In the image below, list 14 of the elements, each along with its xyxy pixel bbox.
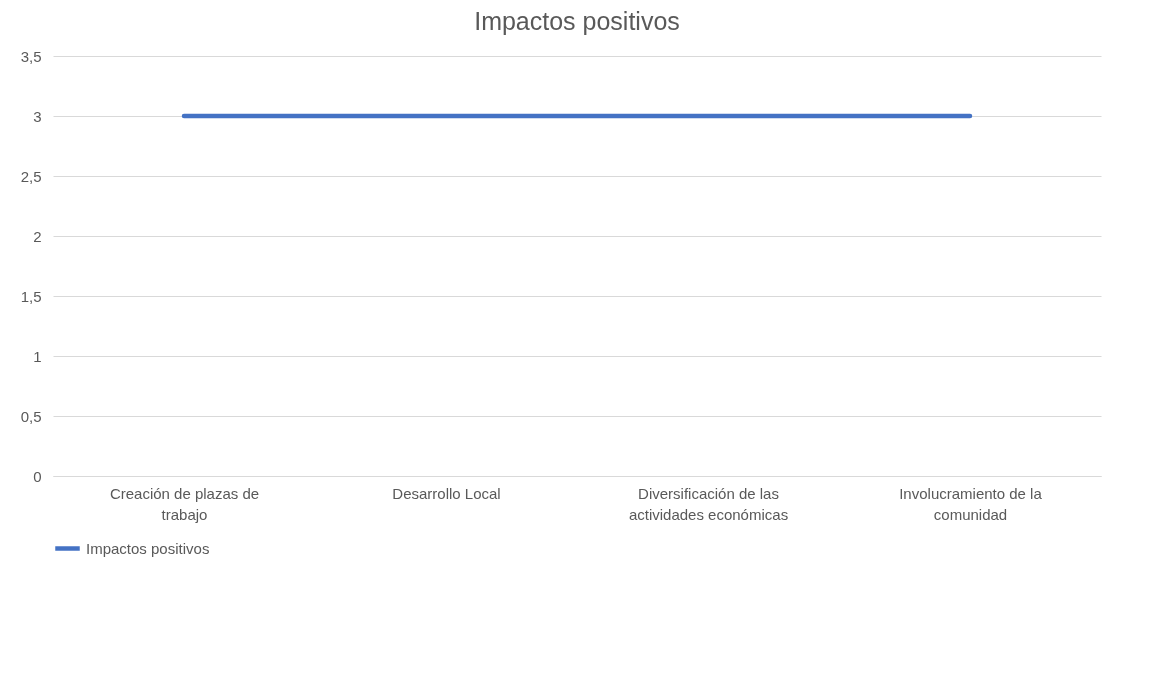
legend-label: Impactos positivos [86, 539, 210, 557]
y-tick-label: 1,5 [20, 287, 42, 305]
y-tick-label: 3 [33, 107, 42, 125]
x-tick-label: Desarrollo Local [392, 484, 501, 502]
y-tick-label: 3,5 [20, 47, 42, 65]
x-tick-label: Creación de plazas de trabajo [109, 484, 260, 523]
chart-title: Impactos positivos [474, 7, 680, 35]
y-tick-label: 0,5 [20, 407, 42, 425]
y-tick-label: 1 [33, 347, 42, 365]
y-tick-label: 2,5 [20, 167, 42, 185]
x-tick-label: Involucramiento de la comunidad [899, 484, 1043, 523]
x-tick-label: Diversificación de las actividades económicas [628, 484, 789, 523]
y-tick-label: 0 [33, 467, 42, 485]
y-tick-label: 2 [33, 227, 42, 245]
